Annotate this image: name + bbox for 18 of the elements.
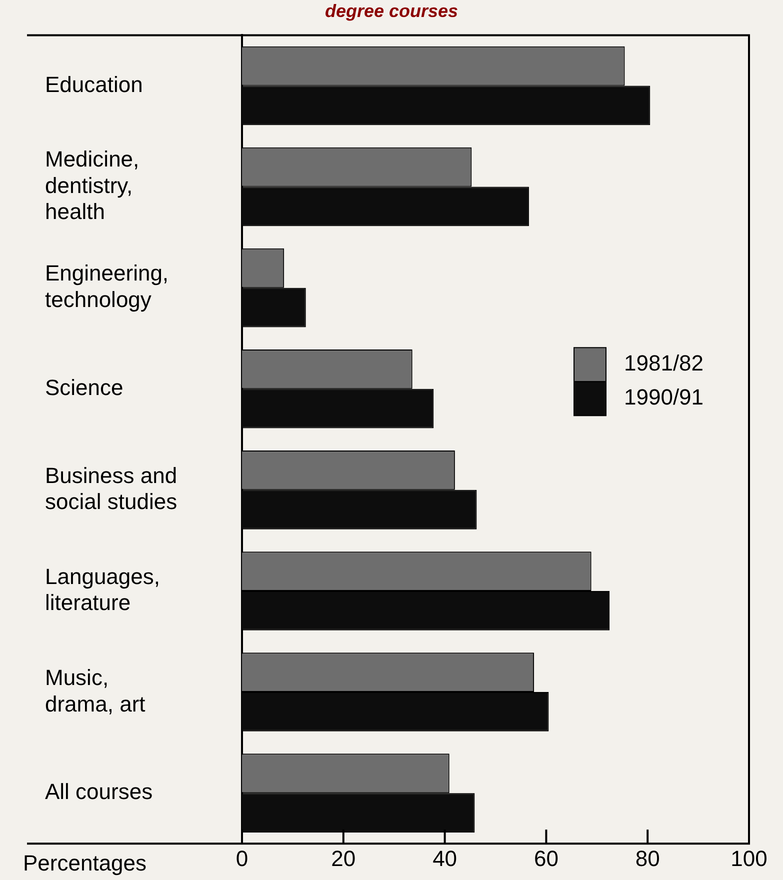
- legend-label: 1990/91: [624, 384, 704, 410]
- x-tick-label: 0: [236, 846, 248, 871]
- y-tick-label: Music, drama, art: [45, 664, 146, 716]
- y-tick-label: Science: [45, 374, 124, 400]
- y-tick-label: Medicine, dentistry, health: [45, 146, 140, 224]
- y-tick-label: Engineering, technology: [45, 260, 169, 312]
- x-axis-title: Percentages: [23, 850, 147, 876]
- x-tick-label: 80: [635, 846, 660, 871]
- x-tick-label: 20: [331, 846, 356, 871]
- x-tick-label: 60: [534, 846, 558, 871]
- y-tick-label: Languages, literature: [45, 564, 160, 616]
- y-tick-label: Business and social studies: [45, 462, 178, 514]
- x-tick-label: 100: [730, 846, 768, 871]
- chart-title: degree courses: [324, 0, 460, 22]
- y-tick-label: All courses: [45, 779, 153, 804]
- x-tick-label: 40: [432, 846, 458, 871]
- y-tick-label: Education: [45, 72, 143, 97]
- legend-label: 1981/82: [624, 350, 704, 376]
